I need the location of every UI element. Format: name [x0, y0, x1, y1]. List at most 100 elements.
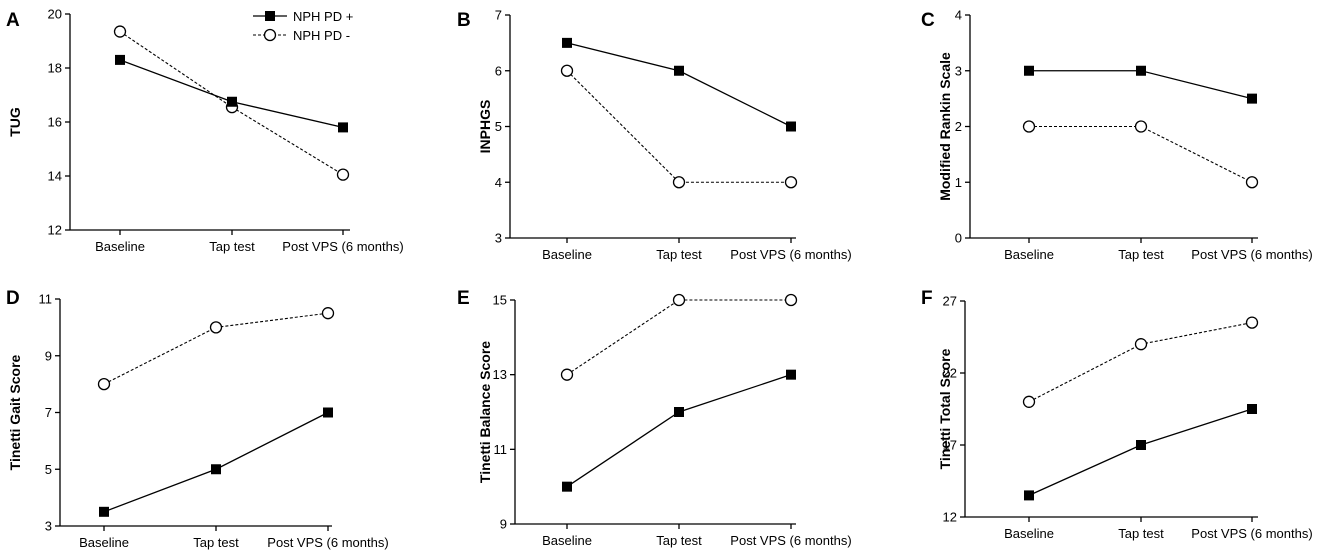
data-point-nph-pd-minus [1245, 176, 1259, 189]
panel-letter: C [921, 10, 935, 31]
y-tick-label: 14 [48, 169, 62, 184]
data-point-nph-pd-minus [1245, 316, 1259, 329]
panel-letter: B [457, 10, 471, 31]
data-point-nph-pd-minus [336, 168, 350, 181]
x-tick-label: Tap test [1118, 247, 1164, 262]
y-tick-label: 11 [494, 442, 508, 457]
y-tick-label: 12 [48, 223, 62, 238]
y-tick-label: 15 [493, 293, 507, 308]
legend-label-nph-pd-minus: NPH PD - [293, 28, 350, 43]
y-tick-label: 27 [943, 294, 957, 309]
data-point-nph-pd-minus [1134, 338, 1148, 351]
x-tick-label: Baseline [542, 247, 592, 262]
data-point-nph-pd-plus [562, 37, 572, 48]
x-tick-label: Post VPS (6 months) [1191, 247, 1312, 262]
y-axis-label: Tinetti Gait Score [7, 354, 23, 470]
x-tick-label: Baseline [542, 533, 592, 548]
y-tick-label: 3 [495, 231, 502, 246]
panel-letter: E [457, 288, 470, 309]
x-tick-label: Post VPS (6 months) [730, 533, 851, 548]
x-tick-label: Post VPS (6 months) [282, 239, 403, 254]
data-point-nph-pd-plus [323, 407, 333, 418]
panel-f: F Tinetti Total Score 12 17 22 27 Baseline Tap … [921, 288, 1313, 541]
y-tick-label: 1 [955, 175, 962, 190]
y-tick-label: 17 [943, 438, 957, 453]
x-tick-label: Baseline [95, 239, 145, 254]
x-tick-label: Baseline [79, 535, 129, 550]
data-point-nph-pd-plus [338, 122, 348, 133]
y-axis-label: Tinetti Balance Score [477, 341, 493, 483]
x-tick-label: Tap test [1118, 526, 1164, 541]
x-tick-label: Post VPS (6 months) [267, 535, 388, 550]
data-point-nph-pd-plus [786, 121, 796, 132]
series-line-nph-pd-plus [566, 42, 792, 128]
panel-a: A TUG 12 14 16 18 20 Baseline Tap test Post VPS (… [6, 7, 404, 255]
series-line-nph-pd-plus [103, 411, 329, 513]
data-point-nph-pd-plus [99, 506, 109, 517]
data-point-nph-pd-plus [786, 369, 796, 380]
series-line-nph-pd-minus [566, 299, 791, 376]
y-tick-label: 3 [45, 519, 52, 534]
x-tick-label: Post VPS (6 months) [1191, 526, 1312, 541]
data-point-nph-pd-minus [672, 293, 686, 307]
y-tick-label: 12 [943, 510, 957, 525]
data-point-nph-pd-minus [321, 307, 335, 320]
legend-label-nph-pd-plus: NPH PD + [293, 9, 353, 24]
y-tick-label: 2 [955, 119, 962, 134]
x-tick-label: Tap test [193, 535, 239, 550]
data-point-nph-pd-minus [1022, 395, 1036, 408]
series-line-nph-pd-plus [119, 59, 344, 129]
data-point-nph-pd-minus [1022, 120, 1036, 133]
data-point-nph-pd-plus [674, 65, 684, 76]
series-line-nph-pd-minus [1028, 322, 1253, 403]
data-point-nph-pd-minus [560, 64, 574, 77]
panel-d: D Tinetti Gait Score 3 5 7 9 11 Baseline Tap tes… [6, 288, 389, 550]
y-tick-label: 4 [955, 8, 962, 23]
data-point-nph-pd-minus [97, 377, 111, 391]
data-point-nph-pd-plus [1247, 93, 1257, 104]
series-line-nph-pd-plus [566, 374, 792, 488]
y-tick-label: 5 [45, 462, 52, 477]
x-tick-label: Tap test [656, 533, 702, 548]
data-point-nph-pd-minus [1134, 120, 1148, 133]
y-tick-label: 18 [48, 61, 62, 76]
series-line-nph-pd-minus [1029, 125, 1253, 183]
x-tick-label: Post VPS (6 months) [730, 247, 851, 262]
y-tick-label: 13 [493, 367, 507, 382]
data-point-nph-pd-minus [209, 321, 223, 334]
panel-letter: A [6, 10, 20, 31]
y-tick-label: 22 [943, 366, 957, 381]
data-point-nph-pd-plus [1136, 65, 1146, 76]
x-tick-label: Baseline [1004, 526, 1054, 541]
data-point-nph-pd-plus [1024, 490, 1034, 501]
x-tick-label: Tap test [209, 239, 255, 254]
y-tick-label: 3 [955, 63, 962, 78]
y-tick-label: 20 [48, 7, 62, 22]
panel-letter: D [6, 288, 20, 309]
series-line-nph-pd-plus [1028, 408, 1253, 496]
y-tick-label: 6 [495, 63, 502, 78]
y-axis-label: Modified Rankin Scale [937, 52, 953, 201]
y-tick-label: 11 [39, 292, 53, 307]
data-point-nph-pd-plus [211, 464, 221, 475]
y-tick-label: 4 [495, 175, 502, 190]
y-tick-label: 5 [495, 119, 502, 134]
y-tick-label: 9 [45, 348, 52, 363]
data-point-nph-pd-plus [562, 481, 572, 492]
series-line-nph-pd-minus [566, 70, 791, 183]
data-point-nph-pd-minus [113, 25, 127, 38]
x-tick-label: Tap test [656, 247, 702, 262]
y-axis-label: INPHGS [477, 100, 493, 154]
y-tick-label: 0 [955, 231, 962, 246]
x-tick-label: Baseline [1004, 247, 1054, 262]
data-point-nph-pd-minus [784, 293, 798, 307]
panel-e: E Tinetti Balance Score 9 11 13 15 Baseline Tap… [457, 288, 852, 548]
y-tick-label: 7 [495, 8, 502, 23]
data-point-nph-pd-plus [1024, 65, 1034, 76]
panel-letter: F [921, 288, 933, 309]
data-point-nph-pd-plus [1136, 440, 1146, 450]
y-tick-label: 9 [500, 517, 507, 532]
legend: NPH PD + NPH PD - [253, 9, 353, 43]
data-point-nph-pd-plus [115, 54, 125, 65]
